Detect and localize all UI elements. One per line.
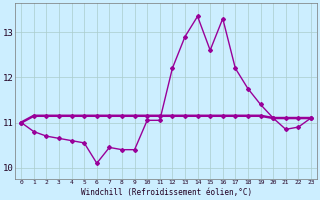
X-axis label: Windchill (Refroidissement éolien,°C): Windchill (Refroidissement éolien,°C) bbox=[81, 188, 252, 197]
